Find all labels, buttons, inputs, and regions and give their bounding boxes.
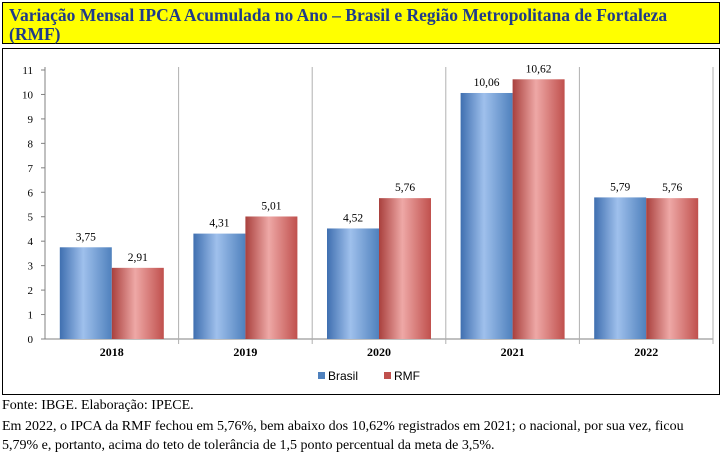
bar-rmf [512, 79, 565, 339]
legend-label: RMF [394, 369, 420, 383]
data-label: 5,76 [662, 182, 682, 194]
data-label: 5,01 [261, 200, 281, 212]
legend-label: Brasil [328, 369, 358, 383]
y-tick-label: 7 [28, 163, 34, 175]
y-tick-label: 11 [22, 65, 33, 77]
bar-rmf [379, 198, 431, 339]
data-label: 4,52 [343, 212, 363, 224]
y-tick-label: 0 [28, 334, 34, 346]
y-tick-label: 2 [28, 285, 34, 297]
bar-brasil [193, 233, 246, 339]
data-label: 10,06 [474, 77, 500, 89]
y-tick-label: 9 [28, 114, 34, 126]
bar-brasil [594, 197, 647, 339]
bar-chart: 0 1 2 3 4 5 6 7 8 9 10 11 2018 3,75 2,91 2019 4,31 5,01 20… [22, 63, 714, 383]
chart-frame: 0 1 2 3 4 5 6 7 8 9 10 11 2018 3,75 2,91 2019 4,31 5,01 20… [2, 48, 720, 395]
data-label: 10,62 [526, 63, 552, 75]
data-label: 3,75 [76, 231, 96, 243]
data-label: 5,76 [395, 182, 415, 194]
legend-swatch-brasil [318, 372, 325, 379]
bar-brasil [327, 228, 379, 339]
x-tick-label: 2022 [634, 345, 658, 359]
chart-title: Variação Mensal IPCA Acumulada no Ano – … [9, 5, 668, 44]
legend-swatch-rmf [384, 372, 391, 379]
data-label: 2,91 [128, 252, 148, 264]
note-text: Em 2022, o IPCA da RMF fechou em 5,76%, … [2, 419, 684, 453]
bar-rmf [245, 216, 298, 339]
x-tick-label: 2021 [501, 345, 525, 359]
y-tick-label: 5 [28, 212, 34, 224]
y-tick-label: 10 [22, 89, 34, 101]
bar-brasil [460, 92, 513, 339]
bar-rmf [646, 198, 699, 339]
data-label: 4,31 [209, 218, 229, 230]
chart-title-box: Variação Mensal IPCA Acumulada no Ano – … [2, 2, 720, 44]
bar-brasil [59, 247, 112, 339]
bar-rmf [111, 267, 164, 339]
x-tick-label: 2018 [100, 345, 124, 359]
y-tick-label: 3 [28, 261, 34, 273]
x-tick-label: 2019 [233, 345, 257, 359]
source-text: Fonte: IBGE. Elaboração: IPECE. [2, 398, 194, 413]
x-tick-label: 2020 [367, 345, 391, 359]
y-tick-label: 6 [28, 187, 34, 199]
y-tick-label: 4 [28, 236, 34, 248]
y-tick-label: 8 [28, 138, 34, 150]
y-tick-label: 1 [28, 310, 34, 322]
data-label: 5,79 [610, 181, 630, 193]
